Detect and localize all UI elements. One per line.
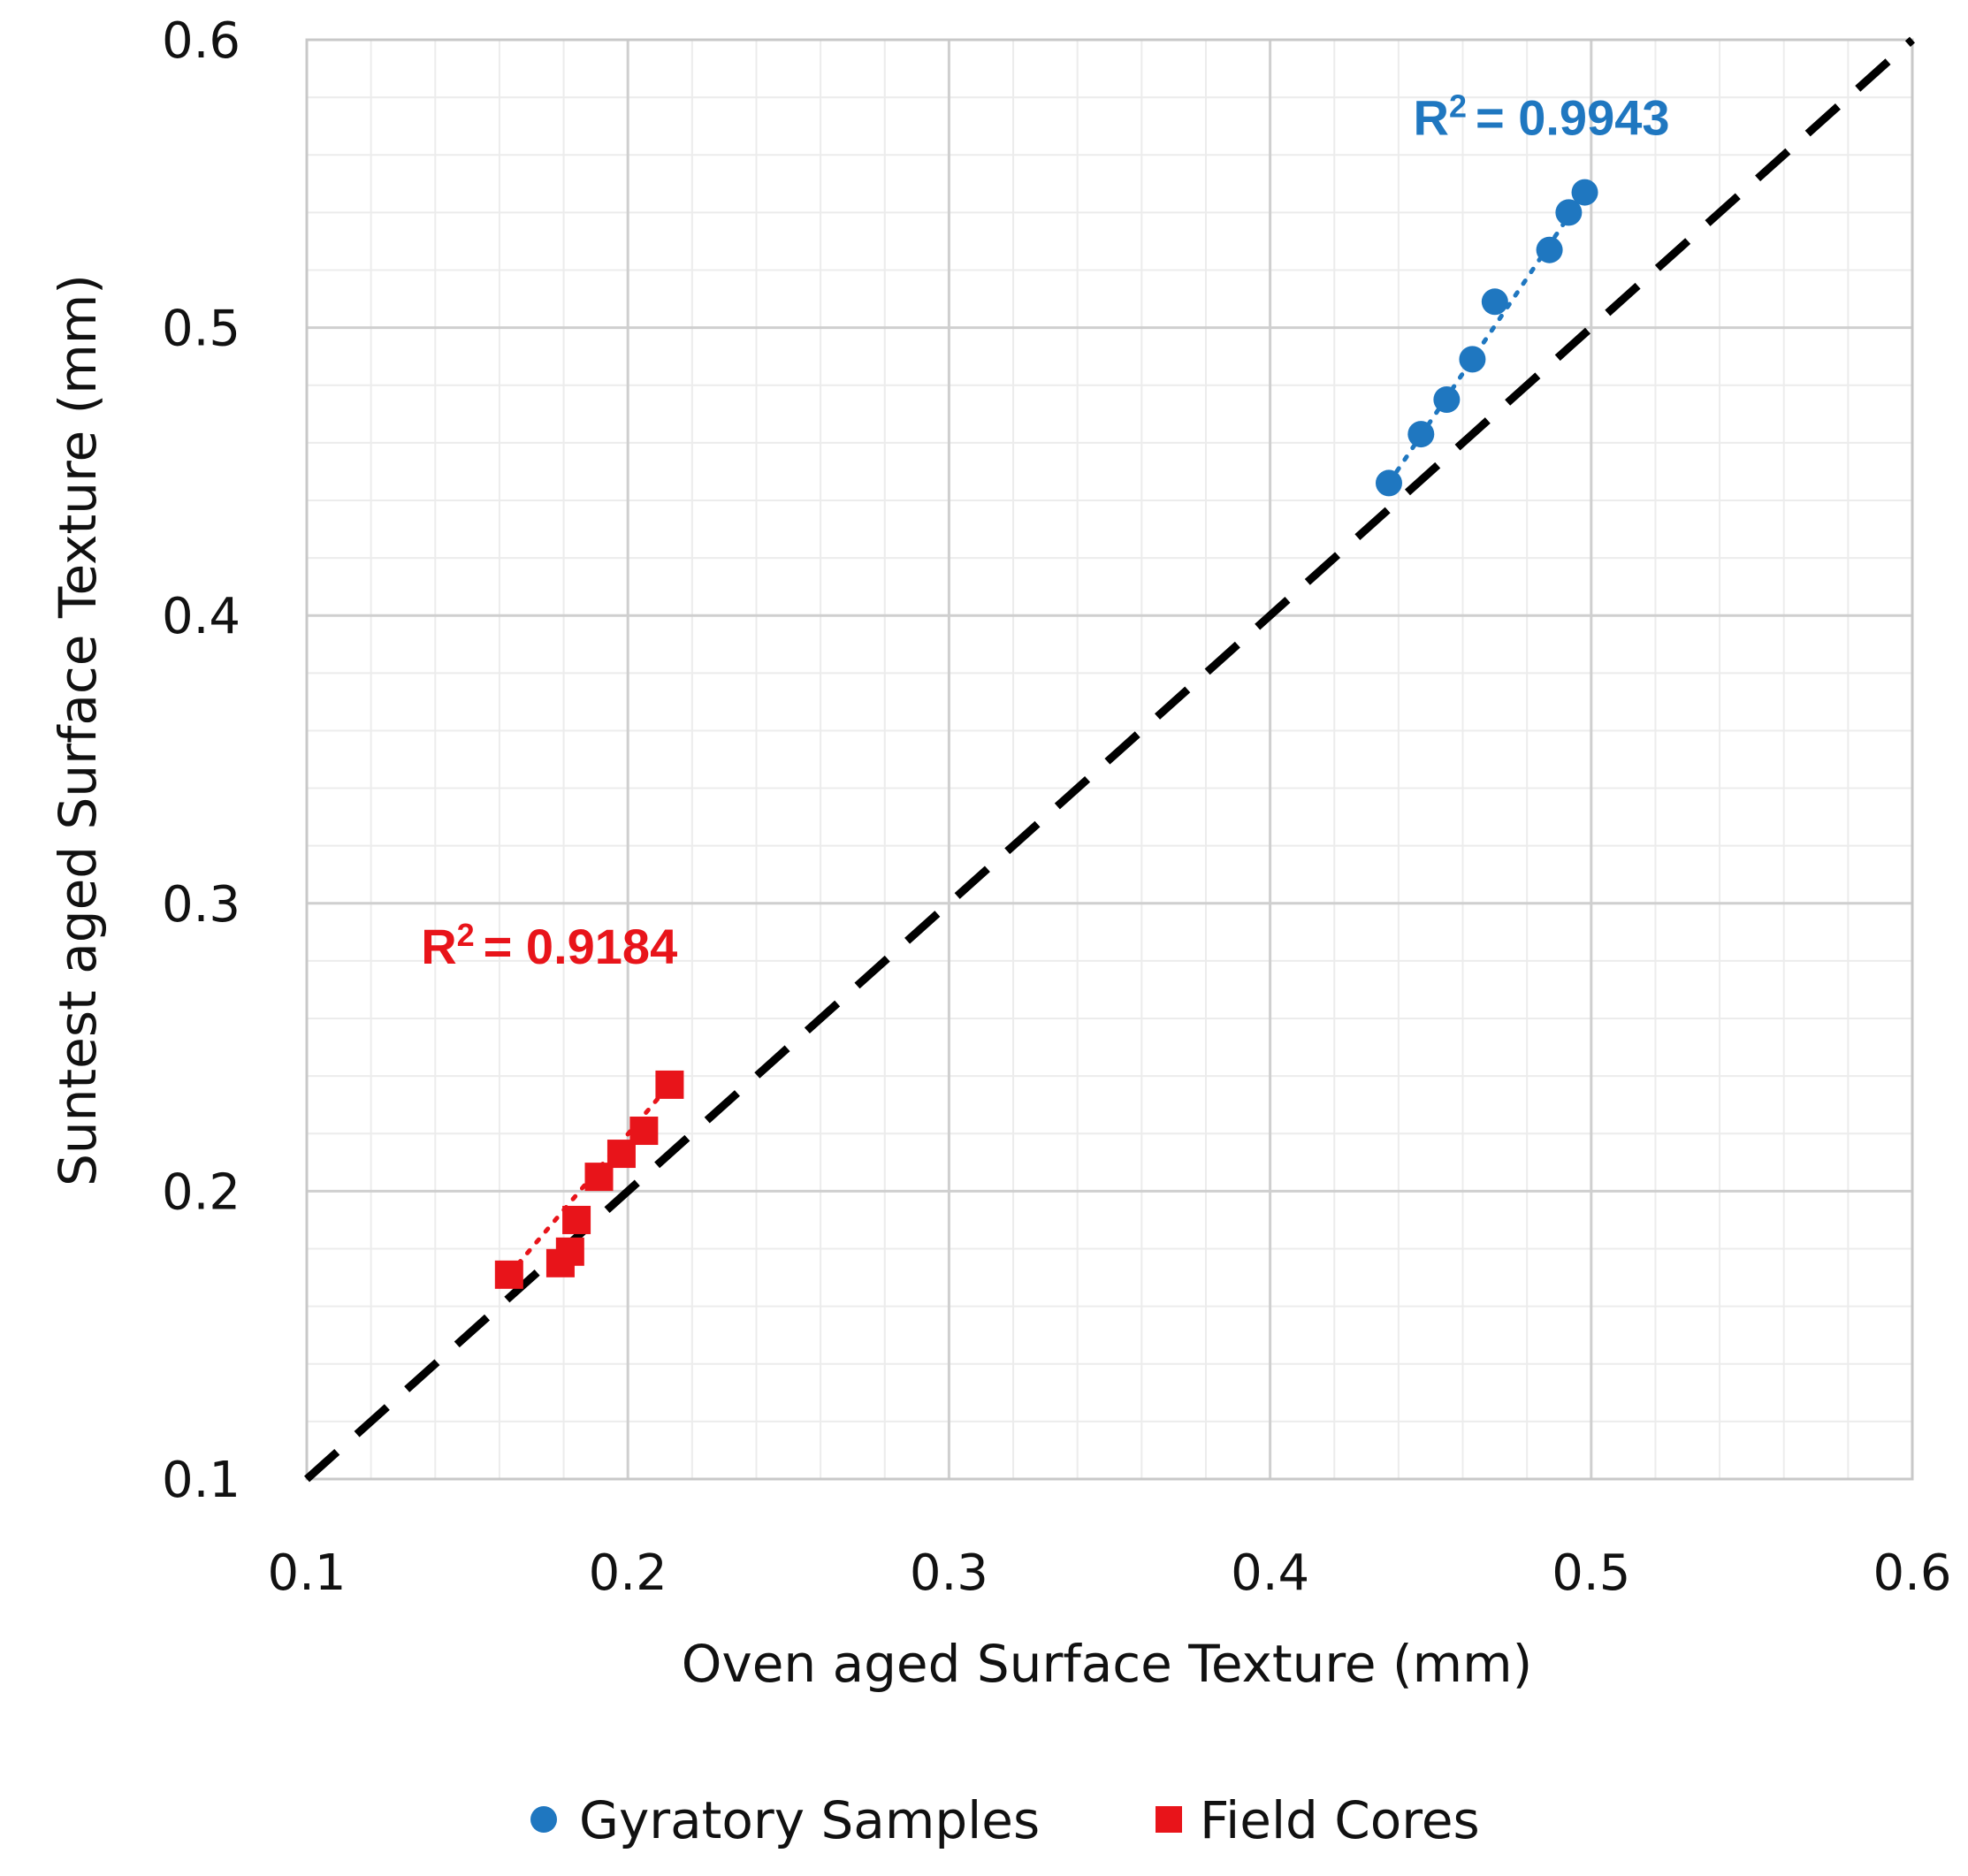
point-field-cores: [562, 1205, 591, 1234]
legend-label-field-cores: Field Cores: [1200, 1790, 1480, 1850]
point-gyratory-samples: [1571, 179, 1598, 206]
point-gyratory-samples: [1481, 288, 1508, 316]
point-field-cores: [555, 1237, 584, 1266]
x-axis-title: Oven aged Surface Texture (mm): [682, 1634, 1533, 1694]
y-axis-title: Suntest aged Surface Texture (mm): [48, 274, 108, 1186]
y-tick-label: 0.4: [162, 588, 240, 645]
x-tick-label: 0.4: [1231, 1544, 1309, 1602]
major-gridlines: [307, 40, 1912, 1479]
r-squared-label-gyratory-samples: R2 = 0.9943: [1413, 88, 1669, 146]
point-gyratory-samples: [1555, 199, 1583, 226]
r-squared-label-field-cores: R2 = 0.9184: [421, 917, 677, 975]
point-gyratory-samples: [1407, 421, 1435, 448]
y-tick-labels: 0.1 0.2 0.3 0.4 0.5 0.6: [162, 12, 240, 1509]
point-field-cores: [655, 1070, 684, 1099]
trendline-field-cores: [507, 1082, 672, 1277]
point-field-cores: [494, 1260, 523, 1289]
minor-gridlines: [307, 40, 1912, 1479]
y-tick-label: 0.5: [162, 301, 240, 358]
legend-marker-gyratory-samples: [530, 1806, 557, 1833]
data-points: [494, 179, 1598, 1289]
point-gyratory-samples: [1459, 346, 1486, 373]
x-tick-label: 0.5: [1552, 1544, 1630, 1602]
y-tick-label: 0.3: [162, 876, 240, 934]
y-tick-label: 0.6: [162, 12, 240, 70]
x-tick-label: 0.6: [1873, 1544, 1951, 1602]
point-gyratory-samples: [1536, 236, 1563, 263]
point-gyratory-samples: [1375, 469, 1402, 497]
legend-marker-field-cores: [1156, 1806, 1182, 1833]
plot-area-frame: [305, 38, 1914, 1481]
trendlines: [507, 190, 1588, 1277]
y-tick-label: 0.2: [162, 1163, 240, 1221]
x-tick-label: 0.2: [589, 1544, 667, 1602]
y-tick-label: 0.1: [162, 1452, 240, 1509]
x-tick-label: 0.1: [267, 1544, 346, 1602]
point-field-cores: [629, 1117, 659, 1146]
legend: Gyratory Samples Field Cores: [530, 1790, 1480, 1850]
r-squared-annotations: R2 = 0.9943 R2 = 0.9184: [421, 88, 1669, 974]
x-tick-labels: 0.1 0.2 0.3 0.4 0.5 0.6: [267, 1544, 1951, 1602]
legend-label-gyratory-samples: Gyratory Samples: [579, 1790, 1040, 1850]
x-tick-label: 0.3: [910, 1544, 988, 1602]
point-gyratory-samples: [1433, 386, 1461, 413]
